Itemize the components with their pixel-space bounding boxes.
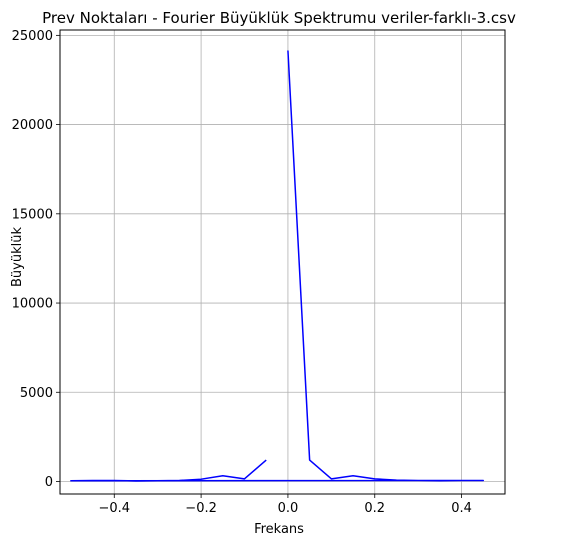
x-tick-label: 0.2 [364, 501, 385, 516]
y-tick-label: 0 [45, 475, 53, 490]
y-axis-label: Büyüklük [10, 227, 25, 287]
y-tick-label: 25000 [12, 29, 53, 44]
series-layer [70, 50, 485, 482]
x-tick-label: 0.4 [451, 501, 472, 516]
x-axis: −0.4 −0.2 0.0 0.2 0.4 [98, 494, 472, 516]
series-line [70, 50, 485, 482]
y-axis: 0 5000 10000 15000 20000 25000 [12, 29, 60, 490]
chart-title: Prev Noktaları - Fourier Büyüklük Spektr… [42, 9, 516, 27]
y-tick-label: 5000 [20, 386, 53, 401]
x-tick-label: −0.4 [98, 501, 130, 516]
x-tick-label: 0.0 [278, 501, 299, 516]
y-tick-label: 10000 [12, 297, 53, 312]
x-tick-label: −0.2 [185, 501, 217, 516]
y-tick-label: 20000 [12, 118, 53, 133]
axes-frame [59, 29, 506, 495]
y-tick-label: 15000 [12, 207, 53, 222]
x-axis-label: Frekans [254, 522, 304, 537]
